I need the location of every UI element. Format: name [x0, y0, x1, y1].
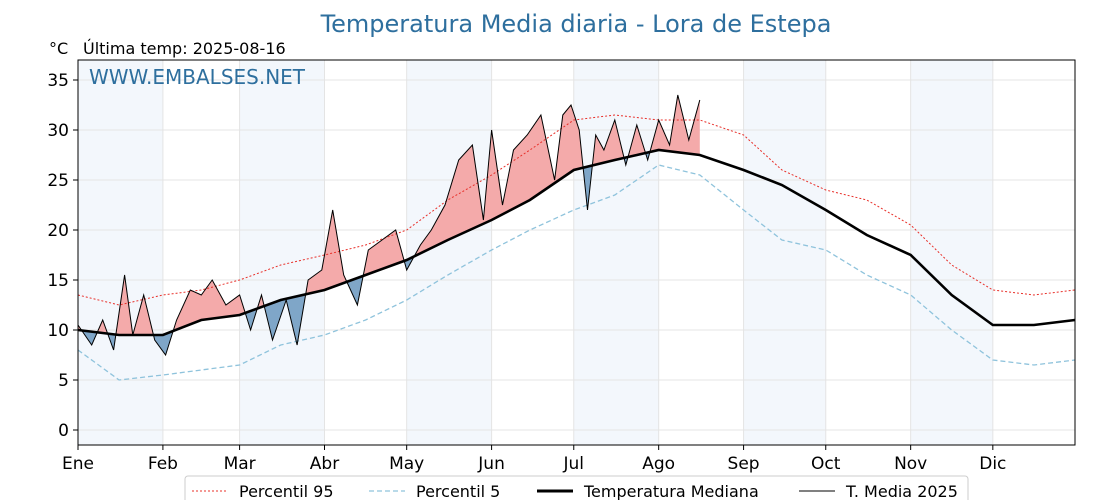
month-band-1 [78, 60, 163, 445]
unit-label: °C [49, 39, 68, 58]
grid-lines [78, 60, 1075, 445]
p5-line [77, 164, 1076, 381]
legend-box [184, 475, 969, 500]
month-band-2 [239, 60, 325, 445]
x-tick-label-Jul: Jul [563, 454, 585, 474]
x-tick-label-Ago: Ago [642, 454, 675, 474]
y-tick-label-20: 20 [47, 221, 69, 241]
x-tick-label-Jun: Jun [477, 454, 505, 474]
chart-title: Temperatura Media diaria - Lora de Estep… [320, 10, 832, 38]
legend: Percentil 95 Percentil 5 Temperatura Med… [184, 475, 969, 500]
plot-frame [77, 59, 1076, 446]
month-bands [78, 60, 993, 445]
legend-label-p5: Percentil 5 [416, 482, 500, 500]
month-band-4 [573, 60, 659, 445]
watermark: WWW.EMBALSES.NET [89, 65, 306, 89]
legend-label-median: Temperatura Mediana [583, 482, 759, 500]
y-tick-label-30: 30 [47, 121, 69, 141]
y-tick-label-10: 10 [47, 321, 69, 341]
month-band-5 [743, 60, 826, 445]
y-tick-label-0: 0 [58, 421, 69, 441]
media-2025-line [77, 94, 701, 357]
legend-label-2025: T. Media 2025 [845, 482, 958, 500]
y-tick-label-25: 25 [47, 171, 69, 191]
above-median-fill [78, 95, 700, 335]
x-axis: Ene Feb Mar Abr May Jun Jul Ago Sep Oct Nov Dic [62, 445, 1006, 474]
y-tick-label-35: 35 [47, 71, 69, 91]
x-tick-label-Sep: Sep [728, 454, 760, 474]
last-temp-label: Última temp: 2025-08-16 [83, 39, 286, 58]
x-tick-label-Dic: Dic [979, 454, 1006, 474]
series-lines [77, 94, 1076, 381]
anomaly-fills [78, 95, 700, 355]
x-tick-label-Oct: Oct [811, 454, 841, 474]
y-tick-label-5: 5 [58, 371, 69, 391]
p95-line [77, 114, 1076, 306]
month-band-6 [910, 60, 993, 445]
x-tick-label-Abr: Abr [310, 454, 339, 474]
median-line [77, 148, 1076, 337]
y-axis: 0 5 10 15 20 25 30 35 [47, 71, 78, 441]
x-tick-label-Feb: Feb [148, 454, 178, 474]
legend-label-p95: Percentil 95 [239, 482, 334, 500]
x-tick-label-Mar: Mar [224, 454, 256, 474]
y-tick-label-15: 15 [47, 271, 69, 291]
x-tick-label-Nov: Nov [894, 454, 927, 474]
x-tick-label-Ene: Ene [62, 454, 94, 474]
x-tick-label-May: May [389, 454, 424, 474]
